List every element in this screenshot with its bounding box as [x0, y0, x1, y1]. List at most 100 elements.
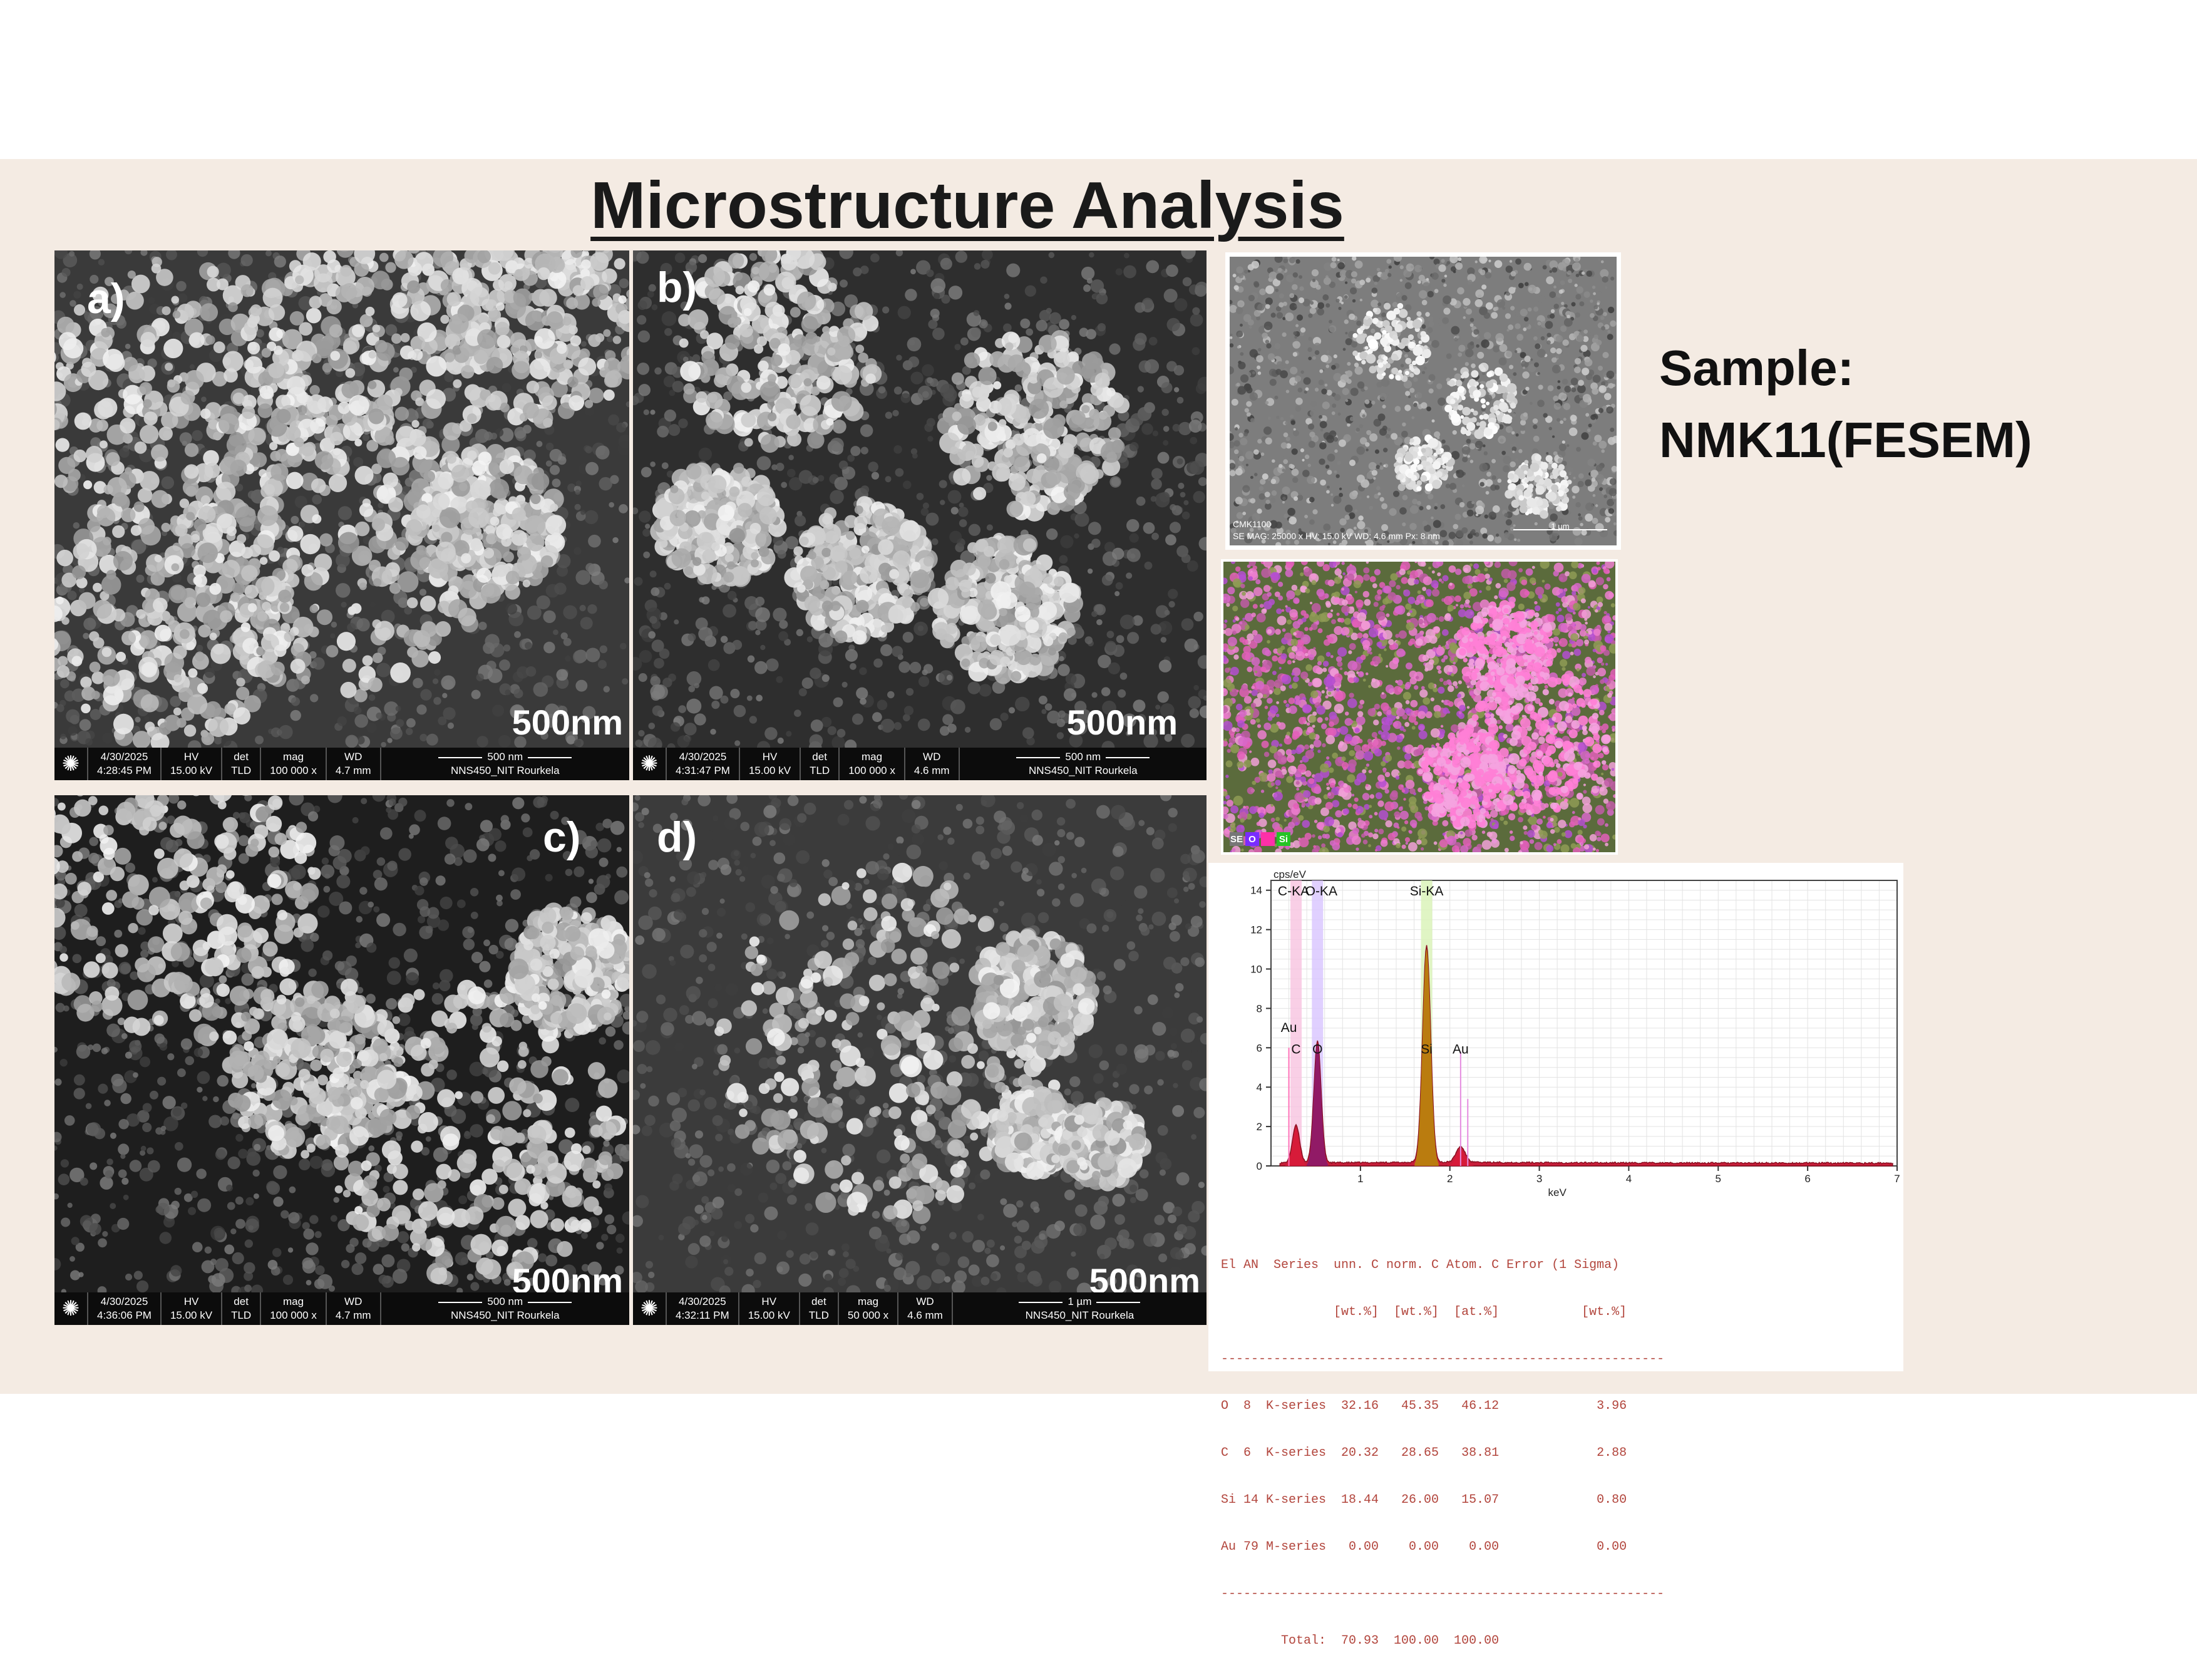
databar-datetime-value: 4:32:11 PM	[676, 1309, 729, 1322]
sample-name: NMK11(FESEM)	[1659, 404, 2032, 476]
databar-detector-value: TLD	[810, 764, 830, 778]
panel-label-c: c)	[543, 813, 580, 862]
scale-label-a: 500nm	[512, 702, 623, 743]
databar-working-distance-top: WD	[907, 1295, 943, 1309]
microscope-logo-icon: ✺	[54, 1292, 88, 1325]
databar-datetime-top: 4/30/2025	[97, 1295, 152, 1309]
plot-frame	[1271, 880, 1897, 1166]
x-tick-label: 6	[1804, 1173, 1810, 1185]
edx-elemental-map	[1223, 562, 1615, 852]
databar-hv-value: 15.00 kV	[748, 1309, 790, 1322]
table-row: Au 79 M-series 0.00 0.00 0.00 0.00	[1221, 1539, 1664, 1555]
element-line-label: Si-KA	[1410, 884, 1444, 899]
panel-label-a: a)	[87, 274, 125, 323]
legend-si: Si	[1277, 832, 1290, 846]
y-tick-label: 12	[1250, 924, 1262, 936]
databar-detector-top: det	[231, 1295, 251, 1309]
y-tick-label: 2	[1257, 1121, 1262, 1133]
databar-magnification-value: 50 000 x	[848, 1309, 888, 1322]
table-rule: ----------------------------------------…	[1221, 1586, 1664, 1602]
databar-working-distance-value: 4.6 mm	[914, 764, 950, 778]
databar-detector-top: det	[231, 750, 251, 764]
edx-elemental-map-frame: SE O Si	[1221, 559, 1618, 855]
panel-label-d: d)	[657, 813, 697, 862]
sample-title: Sample: NMK11(FESEM)	[1659, 332, 2032, 476]
databar-lab-name: NNS450_NIT Rourkela	[962, 1309, 1198, 1322]
peak-label: Au	[1281, 1021, 1297, 1035]
peak-label: O	[1312, 1043, 1322, 1057]
table-total-row: Total: 70.93 100.00 100.00	[1221, 1633, 1664, 1649]
microscope-logo-icon: ✺	[54, 748, 88, 780]
x-tick-label: 1	[1357, 1173, 1363, 1185]
legend-o: O	[1245, 832, 1259, 846]
databar-scalebar-label: 500 nm	[969, 750, 1198, 764]
x-axis-label: keV	[1548, 1187, 1567, 1198]
sem-image-b	[633, 250, 1207, 748]
databar-scalebar: 500 nm NNS450_NIT Rourkela	[381, 1292, 629, 1325]
databar-detector-value: TLD	[231, 1309, 251, 1322]
databar-scalebar-text: 500 nm	[1065, 751, 1101, 763]
y-tick-label: 6	[1257, 1042, 1262, 1054]
page-title: Microstructure Analysis	[0, 168, 1935, 244]
databar-magnification-value: 100 000 x	[270, 764, 317, 778]
databar-magnification-value: 100 000 x	[270, 1309, 317, 1322]
edx-sem-image-frame: CMK1100 SE MAG: 25000 x HV: 15.0 kV WD: …	[1225, 252, 1621, 550]
element-line-label: C-KA	[1278, 884, 1309, 899]
databar-lab-name: NNS450_NIT Rourkela	[390, 1309, 620, 1322]
table-row: O 8 K-series 32.16 45.35 46.12 3.96	[1221, 1398, 1664, 1414]
databar-datetime-value: 4:36:06 PM	[97, 1309, 152, 1322]
databar-detector-value: TLD	[231, 764, 251, 778]
edx-map-legend: SE O Si	[1230, 832, 1290, 846]
table-rule: ----------------------------------------…	[1221, 1351, 1664, 1367]
databar-scalebar-text: 500 nm	[487, 751, 523, 763]
databar-working-distance-value: 4.7 mm	[336, 764, 371, 778]
edx-sem-caption-id: CMK1100	[1233, 519, 1271, 529]
sem-image-a	[54, 250, 629, 748]
databar-hv-top: HV	[170, 1295, 212, 1309]
databar-scalebar-text: 500 nm	[487, 1296, 523, 1307]
databar-magnification-value: 100 000 x	[848, 764, 895, 778]
x-tick-label: 3	[1536, 1173, 1542, 1185]
databar-scalebar-label: 500 nm	[390, 1295, 620, 1309]
databar-datetime-top: 4/30/2025	[97, 750, 152, 764]
edx-sem-image	[1230, 257, 1617, 545]
sample-label: Sample:	[1659, 332, 2032, 404]
x-tick-label: 7	[1894, 1173, 1900, 1185]
table-units-row: [wt.%] [wt.%] [at.%] [wt.%]	[1221, 1304, 1664, 1320]
databar-detector-top: det	[809, 1295, 829, 1309]
databar-working-distance-top: WD	[336, 750, 371, 764]
edx-sem-caption-params: SE MAG: 25000 x HV: 15.0 kV WD: 4.6 mm P…	[1233, 531, 1440, 541]
databar-detector-value: TLD	[809, 1309, 829, 1322]
sem-image-d	[633, 795, 1207, 1292]
databar-hv-top: HV	[748, 1295, 790, 1309]
sem-image-c	[54, 795, 629, 1292]
peak-label: C	[1291, 1043, 1300, 1057]
x-tick-label: 4	[1626, 1173, 1632, 1185]
x-tick-label: 5	[1716, 1173, 1721, 1185]
microscope-logo-icon: ✺	[633, 748, 667, 780]
scale-label-b: 500nm	[1067, 702, 1178, 743]
legend-element-pink	[1261, 832, 1275, 846]
x-tick-label: 2	[1447, 1173, 1453, 1185]
spectrum-series	[1280, 946, 1893, 1167]
